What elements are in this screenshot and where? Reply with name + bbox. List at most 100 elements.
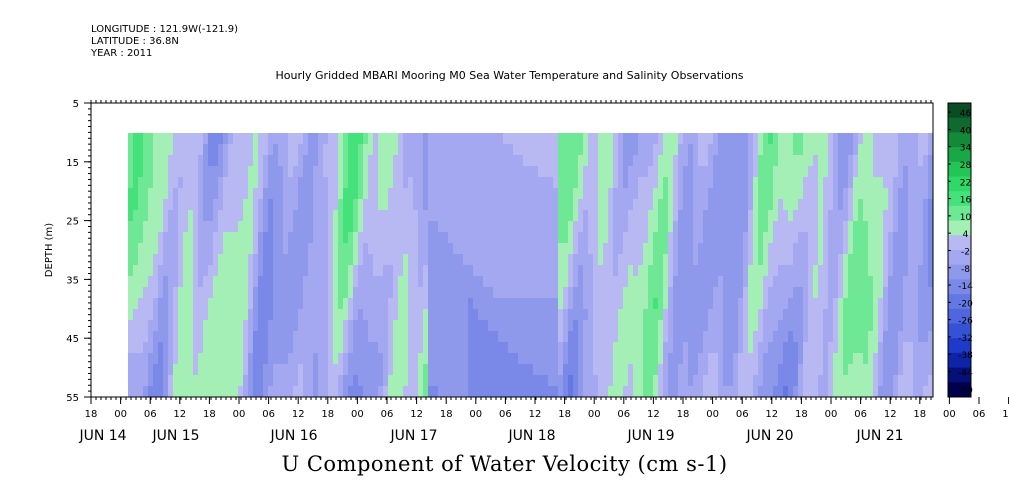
heatmap-cell xyxy=(803,254,809,266)
heatmap-cell xyxy=(623,232,629,244)
heatmap-cell xyxy=(183,353,189,365)
heatmap-cell xyxy=(148,221,154,233)
heatmap-cell xyxy=(783,199,789,211)
heatmap-cell xyxy=(243,375,249,387)
heatmap-cell xyxy=(913,342,919,354)
heatmap-cell xyxy=(768,155,774,167)
heatmap-cell xyxy=(208,298,214,310)
heatmap-cell xyxy=(628,386,634,398)
heatmap-cell xyxy=(578,342,584,354)
heatmap-cell xyxy=(243,331,249,343)
heatmap-cell xyxy=(663,276,669,288)
heatmap-cell xyxy=(333,210,339,222)
heatmap-cell xyxy=(463,210,469,222)
heatmap-cell xyxy=(643,155,649,167)
heatmap-cell xyxy=(738,232,744,244)
heatmap-cell xyxy=(338,342,344,354)
heatmap-cell xyxy=(308,309,314,321)
heatmap-cell xyxy=(308,386,314,398)
heatmap-cell xyxy=(543,188,549,200)
heatmap-cell xyxy=(838,265,844,277)
heatmap-cell xyxy=(523,221,529,233)
heatmap-cell xyxy=(293,254,299,266)
heatmap-cell xyxy=(603,199,609,211)
heatmap-cell xyxy=(723,353,729,365)
heatmap-cell xyxy=(788,353,794,365)
heatmap-cell xyxy=(153,342,159,354)
heatmap-cell xyxy=(573,199,579,211)
heatmap-cell xyxy=(793,309,799,321)
heatmap-cell xyxy=(863,155,869,167)
heatmap-cell xyxy=(428,144,434,156)
heatmap-cell xyxy=(203,243,209,255)
heatmap-cell xyxy=(768,232,774,244)
heatmap-cell xyxy=(758,155,764,167)
heatmap-cell xyxy=(613,342,619,354)
heatmap-cell xyxy=(278,232,284,244)
heatmap-cell xyxy=(263,364,269,376)
heatmap-cell xyxy=(683,144,689,156)
heatmap-cell xyxy=(568,298,574,310)
heatmap-cell xyxy=(198,265,204,277)
heatmap-cell xyxy=(158,331,164,343)
heatmap-cell xyxy=(608,232,614,244)
heatmap-cell xyxy=(653,320,659,332)
heatmap-cell xyxy=(478,298,484,310)
heatmap-cell xyxy=(523,199,529,211)
heatmap-cell xyxy=(898,298,904,310)
heatmap-cell xyxy=(158,133,164,145)
heatmap-cell xyxy=(788,254,794,266)
heatmap-cell xyxy=(843,342,849,354)
heatmap-cell xyxy=(628,265,634,277)
heatmap-cell xyxy=(503,210,509,222)
heatmap-cell xyxy=(248,265,254,277)
heatmap-cell xyxy=(788,298,794,310)
heatmap-cell xyxy=(503,144,509,156)
heatmap-cell xyxy=(248,276,254,288)
heatmap-cell xyxy=(273,155,279,167)
heatmap-cell xyxy=(733,375,739,387)
heatmap-cell xyxy=(708,375,714,387)
heatmap-cell xyxy=(913,276,919,288)
heatmap-cell xyxy=(773,254,779,266)
heatmap-cell xyxy=(753,265,759,277)
heatmap-cell xyxy=(563,188,569,200)
heatmap-cell xyxy=(923,188,929,200)
heatmap-cell xyxy=(178,342,184,354)
heatmap-cell xyxy=(913,331,919,343)
heatmap-cell xyxy=(533,177,539,189)
heatmap-cell xyxy=(348,188,354,200)
colorbar-swatch xyxy=(948,147,971,163)
heatmap-cell xyxy=(348,144,354,156)
heatmap-cell xyxy=(583,364,589,376)
heatmap-cell xyxy=(623,210,629,222)
heatmap-cell xyxy=(493,254,499,266)
heatmap-cell xyxy=(278,144,284,156)
heatmap-cell xyxy=(318,386,324,398)
heatmap-cell xyxy=(138,298,144,310)
heatmap-cell xyxy=(623,177,629,189)
heatmap-cell xyxy=(683,265,689,277)
heatmap-cell xyxy=(483,320,489,332)
heatmap-cell xyxy=(353,331,359,343)
heatmap-cell xyxy=(713,265,719,277)
heatmap-cell xyxy=(723,188,729,200)
heatmap-cell xyxy=(203,276,209,288)
heatmap-cell xyxy=(618,375,624,387)
heatmap-cell xyxy=(303,331,309,343)
heatmap-cell xyxy=(523,386,529,398)
heatmap-cell xyxy=(578,188,584,200)
heatmap-cell xyxy=(843,133,849,145)
heatmap-cell xyxy=(623,287,629,299)
heatmap-cell xyxy=(808,287,814,299)
heatmap-cell xyxy=(853,342,859,354)
heatmap-cell xyxy=(198,320,204,332)
heatmap-cell xyxy=(798,287,804,299)
heatmap-cell xyxy=(623,298,629,310)
heatmap-cell xyxy=(393,188,399,200)
heatmap-cell xyxy=(493,199,499,211)
heatmap-cell xyxy=(418,386,424,398)
heatmap-cell xyxy=(228,188,234,200)
heatmap-cell xyxy=(538,331,544,343)
heatmap-cell xyxy=(373,199,379,211)
